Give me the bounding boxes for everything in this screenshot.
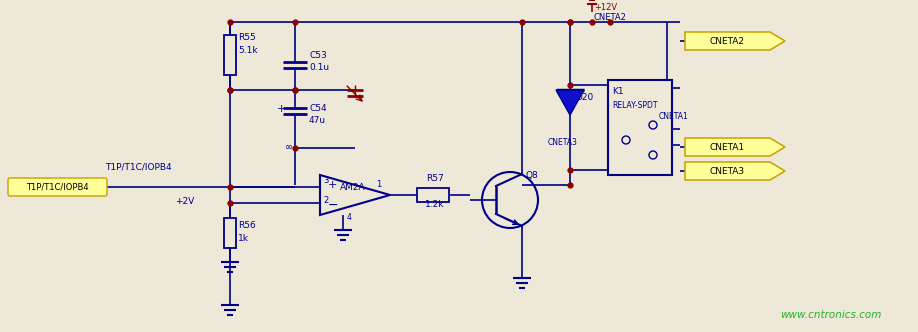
Bar — [608, 80, 672, 175]
Text: CNETA2: CNETA2 — [594, 13, 627, 22]
Text: 2: 2 — [323, 196, 329, 205]
Text: 1k: 1k — [238, 233, 249, 242]
Text: C53: C53 — [309, 51, 327, 60]
Text: AM2A: AM2A — [340, 183, 365, 192]
Text: R57: R57 — [427, 174, 444, 183]
Polygon shape — [685, 138, 785, 156]
Polygon shape — [685, 32, 785, 50]
Text: 4: 4 — [346, 213, 352, 222]
Text: −: − — [328, 199, 339, 211]
Text: CNETA2: CNETA2 — [710, 37, 745, 45]
Text: www.cntronics.com: www.cntronics.com — [780, 310, 881, 320]
Text: K1: K1 — [612, 87, 623, 96]
Text: 0.1u: 0.1u — [309, 63, 330, 72]
Text: +: + — [277, 104, 286, 114]
Bar — [224, 35, 236, 75]
FancyBboxPatch shape — [8, 178, 107, 196]
Text: RELAY-SPDT: RELAY-SPDT — [612, 101, 657, 110]
Text: +2V: +2V — [175, 197, 195, 206]
Text: CNETA1: CNETA1 — [710, 142, 745, 151]
Text: Q8: Q8 — [526, 171, 539, 180]
Polygon shape — [685, 162, 785, 180]
Bar — [417, 188, 449, 202]
Text: T1P/T1C/IOPB4: T1P/T1C/IOPB4 — [105, 162, 172, 171]
Polygon shape — [556, 90, 584, 115]
Text: +: + — [328, 180, 338, 190]
Text: +12V: +12V — [594, 3, 617, 12]
Text: CNETA1: CNETA1 — [659, 112, 688, 121]
Text: CNETA3: CNETA3 — [710, 167, 745, 176]
Text: 5.1k: 5.1k — [238, 46, 258, 55]
Text: 1: 1 — [376, 180, 381, 189]
Bar — [224, 217, 236, 247]
Text: T1P/T1C/IOPB4: T1P/T1C/IOPB4 — [27, 183, 89, 192]
Text: 47u: 47u — [309, 116, 326, 125]
Text: 1.2k: 1.2k — [424, 200, 444, 209]
Text: R55: R55 — [238, 33, 256, 42]
Text: D20: D20 — [575, 93, 593, 102]
Text: ∞: ∞ — [285, 142, 293, 152]
Text: CNETA3: CNETA3 — [548, 138, 577, 147]
Text: R56: R56 — [238, 220, 256, 229]
Text: C54: C54 — [309, 104, 327, 113]
Text: 3: 3 — [323, 176, 329, 185]
